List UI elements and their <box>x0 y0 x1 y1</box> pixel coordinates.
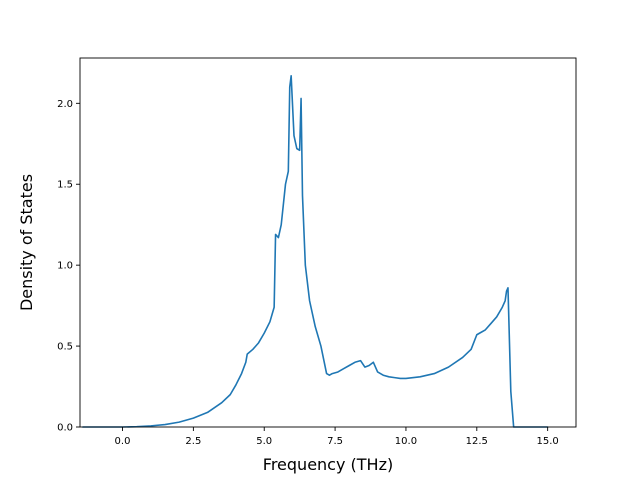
x-tick-label: 0.0 <box>115 436 131 447</box>
y-axis-label: Density of States <box>17 174 36 311</box>
x-tick-label: 2.5 <box>185 436 201 447</box>
y-tick-label: 0.5 <box>57 342 73 353</box>
series-line <box>82 75 549 428</box>
x-tick-label: 12.5 <box>466 436 488 447</box>
y-tick-label: 0.0 <box>57 423 73 434</box>
x-tick-label: 5.0 <box>256 436 272 447</box>
y-tick-label: 2.0 <box>57 99 73 110</box>
y-tick-label: 1.0 <box>57 261 73 272</box>
x-tick-label: 7.5 <box>327 436 343 447</box>
x-axis-label: Frequency (THz) <box>263 455 393 474</box>
y-tick-label: 1.5 <box>57 180 73 191</box>
plot-area: 0.0 2.5 5.0 7.5 10.0 12.5 15.0 0.0 0.5 1.0 1.5 2.0 <box>57 57 577 447</box>
x-tick-label: 15.0 <box>537 436 559 447</box>
x-tick-label: 10.0 <box>395 436 417 447</box>
axes-frame <box>79 57 577 428</box>
